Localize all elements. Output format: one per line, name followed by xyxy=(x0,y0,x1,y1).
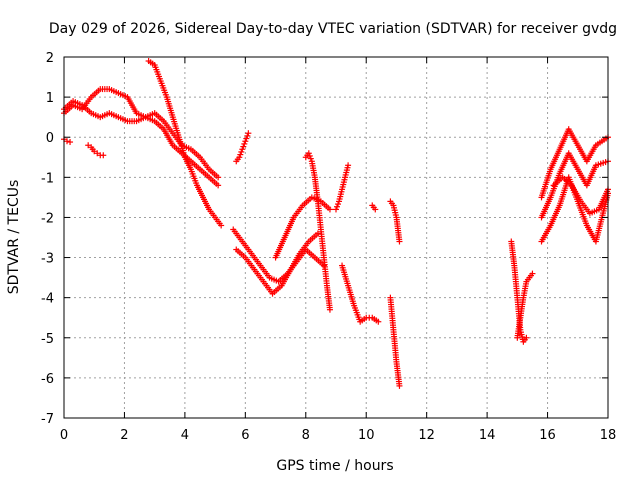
data-point xyxy=(215,174,222,181)
y-tick-label: -3 xyxy=(41,252,54,267)
data-point xyxy=(245,130,252,137)
x-tick-label: 10 xyxy=(358,428,375,443)
y-tick-label: 0 xyxy=(46,131,54,146)
data-point xyxy=(375,318,382,325)
y-tick-label: -6 xyxy=(41,372,54,387)
data-point xyxy=(314,230,321,237)
data-point xyxy=(523,334,530,341)
data-point xyxy=(239,146,246,153)
x-tick-label: 6 xyxy=(241,428,249,443)
data-point xyxy=(85,142,92,149)
data-point xyxy=(345,162,352,169)
data-point xyxy=(326,206,333,213)
x-tick-label: 14 xyxy=(479,428,496,443)
data-point-interp xyxy=(243,135,250,142)
data-point-interp xyxy=(307,155,314,162)
data-point xyxy=(94,150,101,157)
data-point xyxy=(67,139,74,146)
data-point xyxy=(64,138,71,145)
data-point-interp xyxy=(306,152,313,159)
data-point-interp xyxy=(334,203,341,210)
grid xyxy=(64,57,608,418)
y-axis-label: SDTVAR / TECUs xyxy=(6,180,22,295)
data-point xyxy=(242,138,249,145)
y-tick-label: -5 xyxy=(41,332,54,347)
data-point xyxy=(218,222,225,229)
y-tick-label: -7 xyxy=(41,412,54,427)
data-point-interp xyxy=(241,140,248,147)
data-point xyxy=(305,150,312,157)
data-point-interp xyxy=(238,148,245,155)
data-point xyxy=(396,238,403,245)
x-tick-label: 12 xyxy=(418,428,435,443)
x-tick-label: 0 xyxy=(60,428,68,443)
data-point-interp xyxy=(240,143,247,150)
y-tick-label: -2 xyxy=(41,211,54,226)
data-point xyxy=(91,148,98,155)
x-tick-label: 4 xyxy=(181,428,189,443)
data-point-interp xyxy=(244,132,251,139)
data-points xyxy=(61,58,611,389)
chart-title: Day 029 of 2026, Sidereal Day-to-day VTE… xyxy=(49,21,617,37)
x-tick-label: 18 xyxy=(600,428,617,443)
data-point xyxy=(100,152,107,159)
data-point xyxy=(529,270,536,277)
data-point xyxy=(215,182,222,189)
y-tick-label: -4 xyxy=(41,292,54,307)
y-tick-label: -1 xyxy=(41,171,54,186)
y-tick-label: 1 xyxy=(46,91,54,106)
data-point xyxy=(326,306,333,313)
data-point xyxy=(333,206,339,213)
x-axis-label: GPS time / hours xyxy=(276,458,393,474)
data-point-interp xyxy=(237,151,244,158)
data-point-interp xyxy=(335,201,342,208)
data-point xyxy=(372,206,379,213)
x-tick-label: 16 xyxy=(539,428,556,443)
data-point xyxy=(396,382,403,389)
data-point xyxy=(236,154,243,161)
plot-frame xyxy=(63,56,609,419)
y-tick-label: 2 xyxy=(46,51,54,66)
x-tick-label: 8 xyxy=(302,428,310,443)
x-tick-label: 2 xyxy=(120,428,128,443)
